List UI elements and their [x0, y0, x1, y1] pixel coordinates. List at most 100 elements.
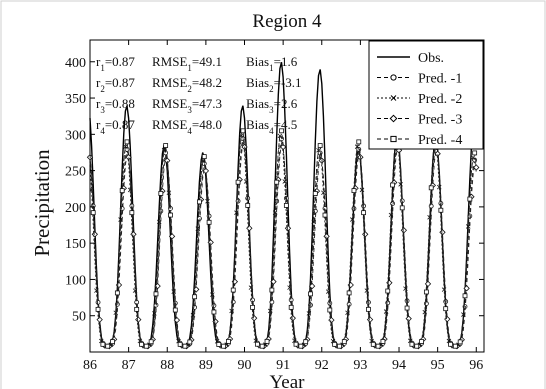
marker-pred-4	[298, 343, 304, 349]
marker-pred-4	[438, 207, 444, 213]
legend-label-1: Obs.	[418, 51, 444, 66]
y-tick-label: 100	[65, 273, 86, 288]
stat-bias-1: Bias1=1.6	[246, 54, 298, 73]
stat-r-4: r4=0.87	[96, 117, 135, 136]
marker-pred-4	[201, 154, 207, 160]
stat-rmse-3: RMSE3=47.3	[152, 96, 222, 115]
marker-pred-3	[405, 315, 412, 322]
y-tick-label: 250	[65, 165, 86, 180]
marker-pred-4	[143, 343, 149, 349]
plot-frame	[89, 39, 485, 353]
y-tick-label: 400	[65, 56, 86, 71]
legend-label-3: Pred. -2	[418, 92, 462, 107]
marker-pred-3	[328, 316, 335, 324]
series-group	[86, 62, 480, 350]
marker-pred-3	[400, 227, 408, 234]
marker-pred-4	[361, 210, 367, 216]
marker-pred-4	[230, 287, 236, 293]
stat-rmse-4: RMSE4=48.0	[152, 117, 222, 136]
stat-r-3: r3=0.88	[96, 96, 135, 115]
marker-pred-3	[251, 315, 258, 322]
x-tick-label: 89	[199, 358, 213, 373]
marker-pred-4	[423, 289, 429, 295]
marker-pred-4	[226, 338, 231, 344]
marker-pred-2	[239, 133, 244, 139]
x-tick-label: 96	[469, 358, 483, 373]
x-tick-label: 95	[431, 358, 445, 373]
marker-pred-4	[129, 210, 135, 216]
y-tick-label: 50	[72, 310, 86, 325]
marker-pred-4	[158, 191, 164, 196]
marker-pred-4	[452, 343, 458, 349]
marker-pred-3	[424, 280, 432, 288]
marker-pred-4	[148, 339, 154, 345]
marker-pred-2	[200, 158, 205, 164]
marker-pred-4	[172, 307, 178, 313]
marker-pred-4	[206, 219, 212, 225]
marker-pred-4	[288, 304, 294, 310]
stat-rmse-1: RMSE1=49.1	[152, 54, 222, 73]
marker-pred-4	[303, 339, 309, 345]
marker-pred-4	[399, 205, 405, 211]
stat-bias-2: Bias2=-3.1	[246, 75, 302, 94]
series-line-pred-4	[89, 129, 477, 347]
stat-bias-4: Bias4=4.5	[246, 117, 297, 136]
legend-box	[368, 40, 484, 150]
legend-label-2: Pred. -1	[418, 72, 462, 87]
marker-pred-2	[398, 182, 403, 187]
marker-pred-4	[95, 306, 101, 312]
marker-pred-4	[351, 188, 357, 194]
legend-label-5: Pred. -4	[418, 133, 462, 148]
marker-pred-4	[337, 343, 342, 349]
stat-rmse-2: RMSE2=48.2	[152, 75, 222, 94]
marker-pred-4	[322, 212, 328, 218]
marker-pred-3	[323, 233, 330, 240]
marker-pred-3	[193, 286, 200, 293]
marker-pred-4	[211, 309, 217, 315]
marker-pred-2	[127, 187, 133, 193]
marker-pred-4	[341, 339, 347, 345]
legend-marker-square	[390, 135, 397, 143]
marker-pred-4	[216, 342, 222, 347]
marker-pred-4	[168, 212, 173, 218]
marker-pred-4	[308, 291, 313, 297]
x-tick-label: 88	[160, 358, 174, 373]
marker-pred-3	[91, 231, 98, 238]
marker-pred-4	[250, 304, 255, 310]
marker-pred-4	[419, 339, 424, 344]
legend-marker-x	[390, 95, 397, 101]
marker-pred-4	[240, 128, 246, 134]
marker-pred-4	[134, 306, 140, 312]
marker-pred-4	[187, 339, 193, 345]
marker-pred-4	[317, 143, 323, 148]
marker-pred-4	[105, 343, 111, 349]
marker-pred-4	[269, 287, 275, 293]
marker-pred-3	[154, 282, 161, 290]
legend-marker-circle	[390, 74, 397, 81]
stat-r-1: r1=0.87	[96, 54, 135, 73]
marker-pred-3	[135, 316, 142, 323]
marker-pred-3	[439, 229, 446, 236]
marker-pred-4	[264, 338, 270, 344]
marker-pred-4	[153, 291, 159, 297]
marker-pred-4	[139, 341, 144, 347]
marker-pred-3	[362, 231, 369, 238]
legend-label-4: Pred. -3	[418, 113, 462, 128]
x-tick-label: 91	[276, 358, 290, 373]
marker-pred-3	[444, 315, 451, 323]
marker-pred-4	[312, 191, 318, 196]
marker-pred-4	[163, 143, 169, 148]
marker-pred-4	[100, 341, 106, 347]
marker-pred-4	[414, 343, 420, 349]
y-axis-label: Precipitation	[30, 149, 54, 257]
marker-pred-4	[404, 305, 410, 311]
marker-pred-4	[110, 339, 115, 345]
x-tick-label: 94	[392, 358, 406, 373]
marker-pred-1	[134, 299, 140, 305]
marker-pred-3	[130, 231, 137, 238]
marker-pred-2	[205, 198, 210, 204]
x-tick-label: 90	[238, 358, 252, 373]
marker-pred-4	[375, 343, 381, 349]
